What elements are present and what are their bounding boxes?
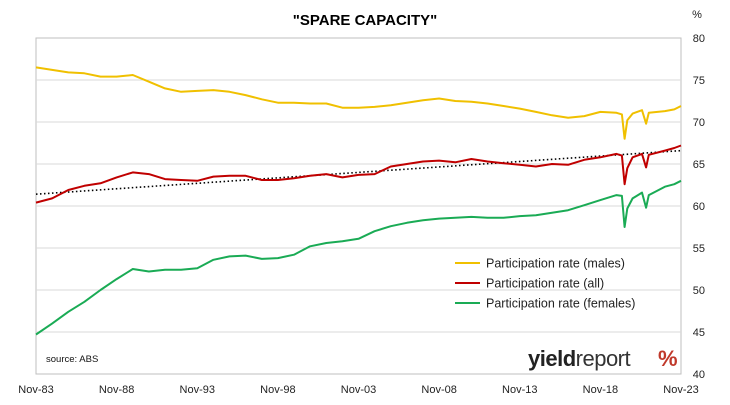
source-note: source: ABS [46,354,98,365]
y-tick-label-75: 75 [693,75,705,87]
y-axis-unit: % [692,9,702,21]
series-lines [35,66,682,336]
x-tick-label-Nov-83: Nov-83 [18,384,53,396]
y-tick-label-65: 65 [693,159,705,171]
y-tick-label-60: 60 [693,201,705,213]
brand-percent-icon: % [658,346,678,371]
x-tick-label-Nov-03: Nov-03 [341,384,376,396]
y-tick-label-80: 80 [693,33,705,45]
x-tick-label-Nov-23: Nov-23 [663,384,698,396]
legend-label-females: Participation rate (females) [486,297,635,311]
x-tick-label-Nov-93: Nov-93 [180,384,215,396]
y-axis-ticks: 40 45 50 55 60 65 70 75 80 [693,33,705,381]
series-line-females [35,179,682,336]
brand-light-part: report [576,346,631,371]
y-tick-label-55: 55 [693,243,705,255]
y-tick-label-40: 40 [693,369,705,381]
y-tick-label-45: 45 [693,327,705,339]
y-tick-label-50: 50 [693,285,705,297]
brand-bold-part: yield [528,346,576,371]
legend-label-males: Participation rate (males) [486,257,625,271]
series-line-males [35,66,682,140]
legend-label-all: Participation rate (all) [486,277,604,291]
x-axis-ticks: Nov-83 Nov-88 Nov-93 Nov-98 Nov-03 Nov-08 Nov-… [18,384,698,396]
brand-wordmark: yieldreport [528,346,630,371]
gridlines [36,79,681,333]
x-tick-label-Nov-13: Nov-13 [502,384,537,396]
x-tick-label-Nov-88: Nov-88 [99,384,134,396]
series-line-all [35,144,682,204]
legend: Participation rate (males) Participation … [455,257,635,311]
chart-title: "SPARE CAPACITY" [293,12,438,29]
y-tick-label-70: 70 [693,117,705,129]
x-tick-label-Nov-98: Nov-98 [260,384,295,396]
yieldreport-logo: yieldreport % [528,346,678,371]
x-tick-label-Nov-08: Nov-08 [421,384,456,396]
x-tick-label-Nov-18: Nov-18 [583,384,618,396]
